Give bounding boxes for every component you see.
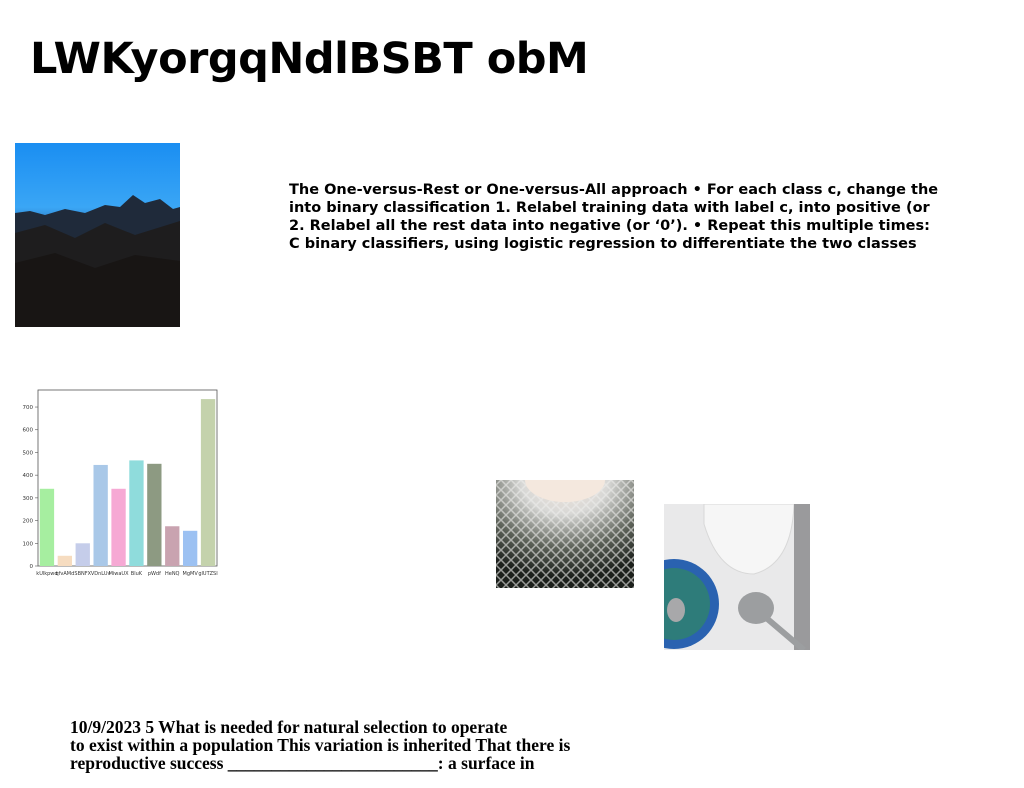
y-tick-label: 300: [23, 496, 34, 502]
x-tick-label: MgMV: [183, 571, 199, 577]
bowls-image: [664, 504, 810, 650]
text-line: The One-versus-Rest or One-versus-All ap…: [289, 182, 939, 198]
x-tick-label: MiwaUX: [109, 571, 130, 577]
x-tick-label: glUTZSI: [198, 571, 217, 577]
bar: [57, 555, 73, 566]
bar: [200, 399, 216, 566]
text-line: to exist within a population This variat…: [70, 735, 571, 755]
text-line: into binary classification 1. Relabel tr…: [289, 200, 930, 216]
bar: [129, 460, 144, 566]
bar: [182, 530, 198, 566]
bar: [93, 464, 108, 566]
plot-frame: [37, 389, 218, 567]
bar: [147, 463, 162, 566]
x-tick-label: HeNQ: [165, 571, 180, 577]
bar: [75, 543, 90, 566]
x-tick-label: VDnLUv: [91, 571, 111, 577]
text-line: 2. Relabel all the rest data into negati…: [289, 218, 930, 234]
y-tick-label: 400: [23, 473, 34, 479]
text-line: C binary classifiers, using logistic reg…: [289, 236, 917, 252]
y-tick-label: 500: [23, 450, 34, 456]
y-tick-label: 700: [23, 405, 34, 411]
dome-image: [496, 480, 634, 588]
slide-title: LWKyorgqNdlBSBT obM: [30, 34, 589, 84]
bar: [111, 488, 126, 566]
x-tick-label: kUlkpwd: [36, 571, 57, 577]
x-tick-label: pWdf: [148, 571, 161, 577]
text-line: 10/9/2023 5 What is needed for natural s…: [70, 717, 508, 737]
bar: [165, 526, 180, 566]
mountain-image: [15, 143, 180, 327]
paragraph: 10/9/2023 5 What is needed for natural s…: [70, 718, 570, 772]
x-tick-label: SBNFX: [74, 571, 91, 577]
x-tick-label: BluK: [131, 571, 143, 577]
paragraph: The One-versus-Rest or One-versus-All ap…: [289, 181, 938, 253]
y-tick-label: 200: [23, 519, 34, 525]
y-tick-label: 0: [30, 564, 34, 570]
text-line: reproductive success ___________________…: [70, 753, 535, 773]
x-tick-label: qfvAMd: [55, 571, 74, 577]
y-tick-label: 100: [23, 541, 34, 547]
y-tick-label: 600: [23, 428, 34, 434]
bar: [39, 488, 55, 566]
